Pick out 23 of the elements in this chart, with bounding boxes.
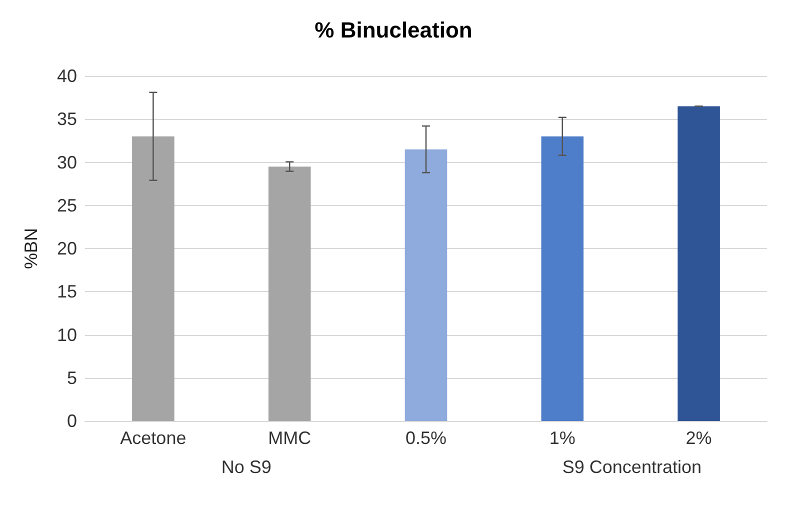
bar	[541, 136, 584, 421]
text: S9 Concentration	[562, 457, 702, 477]
chart-title: % Binucleation	[314, 18, 472, 42]
x-tick-label: 0.5%	[405, 428, 447, 448]
y-tick-label: 25	[56, 195, 77, 216]
y-tick-label: 35	[56, 109, 77, 130]
bar	[678, 106, 720, 421]
y-tick-label: 30	[56, 152, 77, 172]
text: No S9	[221, 457, 272, 477]
x-tick-label: 1%	[549, 428, 576, 448]
y-tick-label: 10	[56, 324, 77, 345]
y-axis-title: %BN	[21, 228, 41, 270]
bar	[132, 136, 174, 421]
x-tick-label: 2%	[686, 428, 712, 448]
y-tick-label: 5	[66, 368, 77, 388]
y-tick-label: 20	[56, 238, 77, 258]
x-tick-label: MMC	[268, 428, 312, 448]
y-tick-label: 15	[56, 282, 77, 302]
x-tick-label: Acetone	[120, 428, 186, 448]
y-tick-label: 0	[66, 411, 77, 431]
bar	[404, 149, 448, 421]
bar	[268, 166, 311, 421]
y-tick-label: 40	[56, 66, 77, 86]
